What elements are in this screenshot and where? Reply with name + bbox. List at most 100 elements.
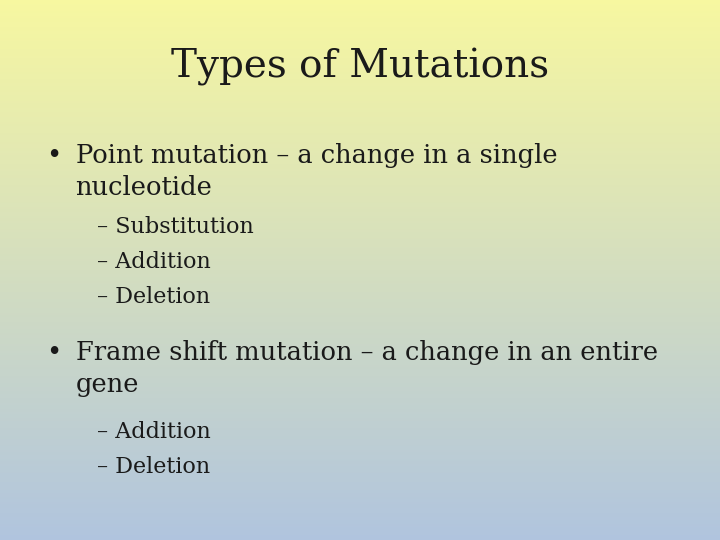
Bar [0, 313, 720, 315]
Text: Point mutation – a change in a single
nucleotide: Point mutation – a change in a single nu… [76, 143, 557, 200]
Bar [0, 193, 720, 194]
Bar [0, 376, 720, 378]
Bar [0, 333, 720, 335]
Bar [0, 266, 720, 268]
Bar [0, 164, 720, 166]
Bar [0, 20, 720, 22]
Bar [0, 101, 720, 103]
Bar [0, 223, 720, 225]
Bar [0, 481, 720, 482]
Bar [0, 416, 720, 417]
Bar [0, 255, 720, 258]
Bar [0, 137, 720, 139]
Bar [0, 18, 720, 20]
Bar [0, 61, 720, 63]
Bar [0, 250, 720, 252]
Bar [0, 434, 720, 436]
Bar [0, 139, 720, 140]
Bar [0, 525, 720, 528]
Bar [0, 178, 720, 180]
Bar [0, 157, 720, 158]
Bar [0, 351, 720, 353]
Bar [0, 169, 720, 171]
Bar [0, 501, 720, 502]
Bar [0, 265, 720, 266]
Bar [0, 29, 720, 31]
Bar [0, 279, 720, 281]
Bar [0, 475, 720, 477]
Bar [0, 407, 720, 409]
Bar [0, 443, 720, 444]
Bar [0, 360, 720, 362]
Bar [0, 455, 720, 457]
Bar [0, 234, 720, 236]
Bar [0, 189, 720, 191]
Bar [0, 306, 720, 308]
Bar [0, 533, 720, 535]
Bar [0, 131, 720, 133]
Bar [0, 204, 720, 205]
Text: – Deletion: – Deletion [97, 456, 210, 478]
Bar [0, 2, 720, 4]
Bar [0, 509, 720, 511]
Bar [0, 207, 720, 209]
Bar [0, 187, 720, 189]
Bar [0, 378, 720, 380]
Bar [0, 9, 720, 11]
Text: •: • [46, 143, 62, 168]
Bar [0, 394, 720, 396]
Bar [0, 428, 720, 430]
Bar [0, 126, 720, 128]
Bar [0, 441, 720, 443]
Bar [0, 133, 720, 135]
Bar [0, 252, 720, 254]
Bar [0, 437, 720, 439]
Bar [0, 47, 720, 49]
Bar [0, 155, 720, 157]
Bar [0, 474, 720, 475]
Bar [0, 205, 720, 207]
Bar [0, 520, 720, 522]
Bar [0, 421, 720, 423]
Bar [0, 511, 720, 513]
Bar [0, 259, 720, 261]
Bar [0, 209, 720, 211]
Bar [0, 349, 720, 351]
Bar [0, 220, 720, 221]
Bar [0, 385, 720, 387]
Text: Types of Mutations: Types of Mutations [171, 49, 549, 86]
Bar [0, 346, 720, 347]
Bar [0, 258, 720, 259]
Bar [0, 518, 720, 520]
Bar [0, 427, 720, 428]
Bar [0, 167, 720, 169]
Bar [0, 304, 720, 306]
Bar [0, 63, 720, 65]
Bar [0, 147, 720, 150]
Bar [0, 309, 720, 312]
Bar [0, 374, 720, 376]
Bar [0, 479, 720, 481]
Bar [0, 295, 720, 297]
Bar [0, 76, 720, 77]
Bar [0, 211, 720, 212]
Bar [0, 358, 720, 360]
Bar [0, 236, 720, 238]
Bar [0, 231, 720, 232]
Bar [0, 380, 720, 382]
Bar [0, 194, 720, 196]
Bar [0, 367, 720, 369]
Bar [0, 439, 720, 441]
Bar [0, 12, 720, 15]
Bar [0, 383, 720, 385]
Bar [0, 468, 720, 470]
Text: Frame shift mutation – a change in an entire
gene: Frame shift mutation – a change in an en… [76, 340, 658, 397]
Bar [0, 454, 720, 455]
Bar [0, 342, 720, 344]
Bar [0, 79, 720, 81]
Bar [0, 270, 720, 272]
Bar [0, 196, 720, 198]
Bar [0, 184, 720, 185]
Bar [0, 54, 720, 56]
Bar [0, 347, 720, 349]
